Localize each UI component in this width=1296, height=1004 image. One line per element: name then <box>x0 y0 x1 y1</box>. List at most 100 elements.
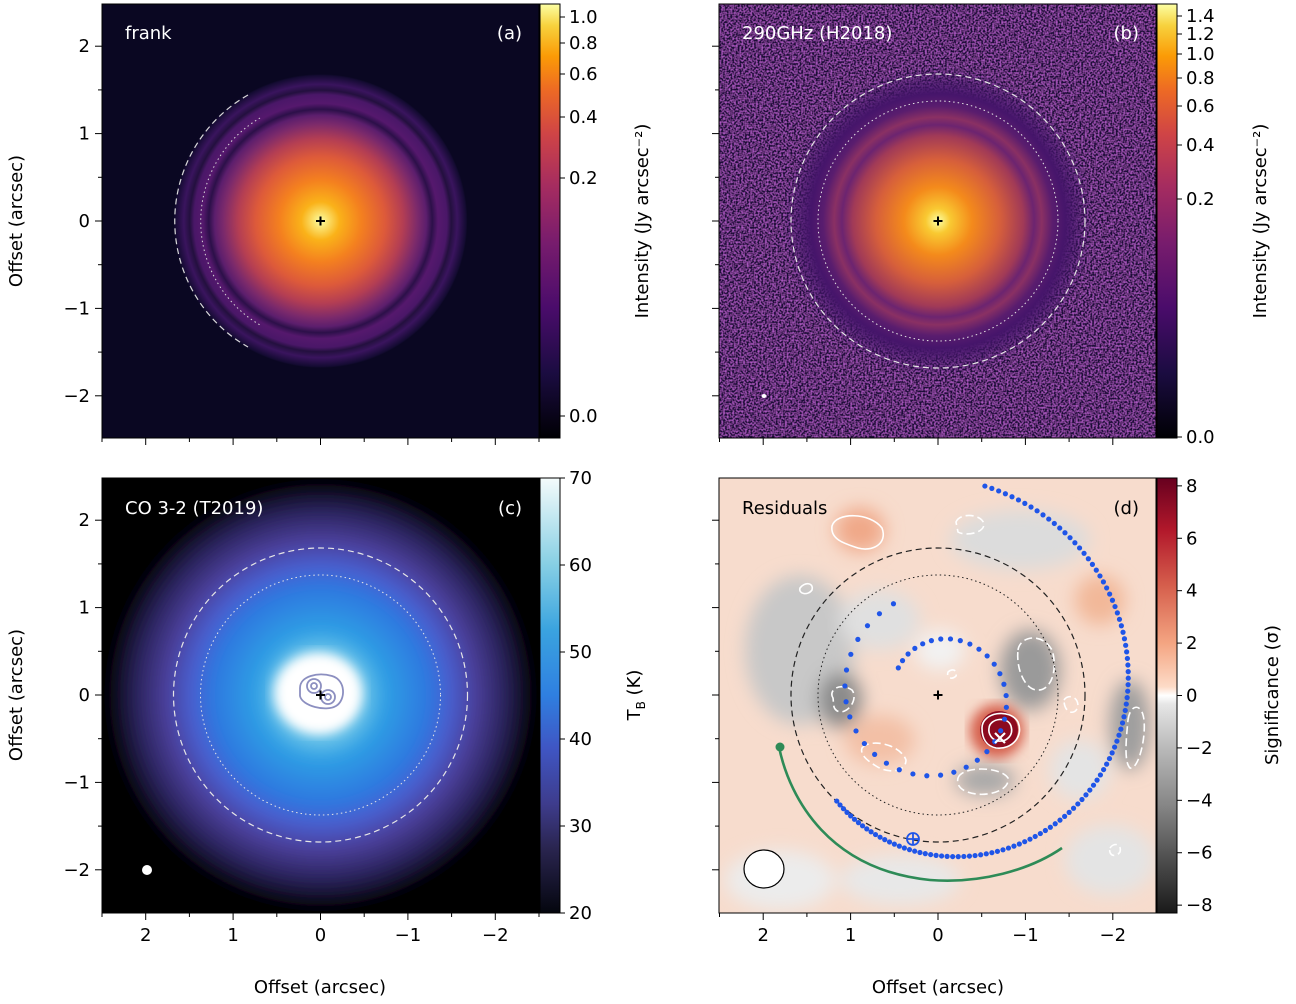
spiral-inner-dot-28 <box>883 760 890 766</box>
panel-d-xlabel: Offset (arcsec) <box>872 977 1004 998</box>
spiral-outer-dot-18 <box>1085 556 1091 562</box>
spiral-inner-dot-6 <box>938 636 944 642</box>
spiral-outer-dot-29 <box>1118 623 1124 629</box>
panel-d-planet-marker <box>906 832 920 846</box>
spiral-outer-dot-22 <box>1100 579 1107 585</box>
panel-d-colorbar-label: Significance (σ) <box>1262 625 1283 765</box>
panel-d-inner-ring <box>817 574 1059 816</box>
spiral-outer-dot-83 <box>950 853 956 860</box>
spiral-outer-dot-78 <box>978 852 984 858</box>
spiral-outer-dot-101 <box>859 823 866 829</box>
spiral-inner-dot-9 <box>967 641 973 647</box>
cb-b-tick-6: 0.4 <box>1186 135 1215 156</box>
spiral-inner-dot-33 <box>843 699 849 705</box>
spiral-outer-dot-49 <box>1109 750 1115 756</box>
spiral-outer-dot-82 <box>955 854 961 860</box>
panel-d-residuals: Residuals (d) 8 6 4 2 0 −2 −4 −6 −8 Significance… <box>718 476 1283 916</box>
panel-c-ylabel: Offset (arcsec) <box>6 629 27 761</box>
spiral-outer-dot-30 <box>1120 629 1126 635</box>
spiral-inner-dot-39 <box>876 611 883 617</box>
panel-a-outer-ring-arc <box>174 94 249 348</box>
panel-c-inner-ring <box>200 574 441 816</box>
cb-c-tick-1: 60 <box>569 555 592 576</box>
spiral-outer-dot-76 <box>989 850 995 856</box>
spiral-inner-dot-18 <box>998 728 1004 734</box>
spiral-outer-dot-72 <box>1011 843 1017 849</box>
spiral-outer-dot-34 <box>1124 655 1130 662</box>
spiral-outer-dot-25 <box>1109 597 1116 603</box>
spiral-outer-dot-20 <box>1093 567 1099 573</box>
panel-b-colorbar <box>1156 3 1178 439</box>
spiral-outer-dot-44 <box>1119 720 1126 726</box>
panel-a-colorbar-ticks: 1.0 0.8 0.6 0.4 0.2 0.0 <box>560 7 598 427</box>
cb-b-tick-4: 0.8 <box>1186 68 1215 89</box>
panel-c-star-marker <box>316 690 325 700</box>
spiral-outer-dot-0 <box>982 483 988 489</box>
spiral-outer-dot-3 <box>1002 491 1008 497</box>
spiral-outer-dot-97 <box>877 834 883 840</box>
ytick-label-a-0: 2 <box>79 36 90 57</box>
spiral-inner-dot-20 <box>984 749 990 755</box>
spiral-outer-dot-81 <box>961 853 967 860</box>
spiral-outer-dot-108 <box>834 798 840 804</box>
spiral-outer-dot-89 <box>917 849 923 856</box>
spiral-outer-dot-31 <box>1121 636 1128 642</box>
spiral-outer-dot-28 <box>1116 616 1123 622</box>
spiral-inner-dot-17 <box>1001 716 1008 722</box>
spiral-inner-dot-8 <box>957 638 963 644</box>
cb-d-tick-6: −4 <box>1186 790 1213 811</box>
spiral-inner-dot-5 <box>928 638 935 644</box>
cb-c-tick-4: 30 <box>569 816 592 837</box>
spiral-outer-dot-33 <box>1124 649 1130 655</box>
panel-c-tag: (c) <box>498 498 522 519</box>
panel-c-colorbar-label: TB (K) <box>624 670 648 722</box>
xtick-label-c-0: 2 <box>140 925 151 946</box>
cb-a-tick-5: 0.2 <box>569 168 598 189</box>
spiral-outer-dot-92 <box>901 845 907 851</box>
spiral-inner-dot-16 <box>1003 704 1009 710</box>
spiral-outer-dot-15 <box>1072 540 1078 546</box>
spiral-inner-dot-4 <box>920 641 926 647</box>
spiral-outer-dot-17 <box>1081 550 1087 556</box>
spiral-outer-dot-59 <box>1075 801 1081 807</box>
spiral-outer-dot-37 <box>1125 675 1131 681</box>
spiral-inner-dot-40 <box>890 601 897 607</box>
spiral-outer-dot-51 <box>1104 761 1110 767</box>
cb-c-tick-3: 40 <box>569 729 592 750</box>
xtick-label-c-4: −2 <box>482 925 509 946</box>
panel-d-colorbar-ticks: 8 6 4 2 0 −2 −4 −6 −8 <box>1177 476 1213 916</box>
spiral-outer-dot-19 <box>1089 561 1096 567</box>
spiral-outer-dot-67 <box>1037 830 1043 837</box>
panel-d-point-source <box>970 704 1024 758</box>
panel-d-arc-start <box>775 742 785 752</box>
panel-b-star-marker <box>933 216 943 226</box>
spiral-outer-dot-12 <box>1057 525 1063 531</box>
panel-d-outer-ring <box>790 547 1086 843</box>
spiral-outer-dot-13 <box>1062 530 1068 536</box>
cb-d-tick-8: −8 <box>1186 895 1213 916</box>
spiral-outer-dot-45 <box>1118 726 1124 732</box>
spiral-outer-dot-90 <box>912 848 918 854</box>
cb-d-tick-4: 0 <box>1186 686 1197 707</box>
cb-a-tick-1: 1.0 <box>569 7 598 28</box>
panel-d-negative-contours <box>831 514 1146 857</box>
spiral-outer-dot-95 <box>886 839 893 845</box>
panel-b-label: 290GHz (H2018) <box>742 23 892 44</box>
panel-a-tag: (a) <box>497 23 522 44</box>
cb-d-tick-2: 4 <box>1186 581 1197 602</box>
spiral-outer-dot-52 <box>1101 766 1107 773</box>
cb-d-tick-3: 2 <box>1186 633 1197 654</box>
panel-a-star-marker <box>316 216 325 226</box>
spiral-outer-dot-54 <box>1094 777 1100 783</box>
panel-b-outer-ring <box>790 73 1086 369</box>
spiral-outer-dot-100 <box>864 826 870 832</box>
spiral-inner-dot-3 <box>912 645 918 651</box>
spiral-outer-dot-91 <box>906 847 913 853</box>
cb-b-tick-2: 1.2 <box>1186 24 1215 45</box>
spiral-outer-dot-43 <box>1121 714 1127 720</box>
xtick-label-c-3: −1 <box>395 925 422 946</box>
panel-b-inner-ring <box>817 100 1059 342</box>
spiral-outer-dot-77 <box>983 851 989 857</box>
spiral-outer-dot-53 <box>1097 772 1104 778</box>
panel-c-outer-ring <box>172 547 469 843</box>
